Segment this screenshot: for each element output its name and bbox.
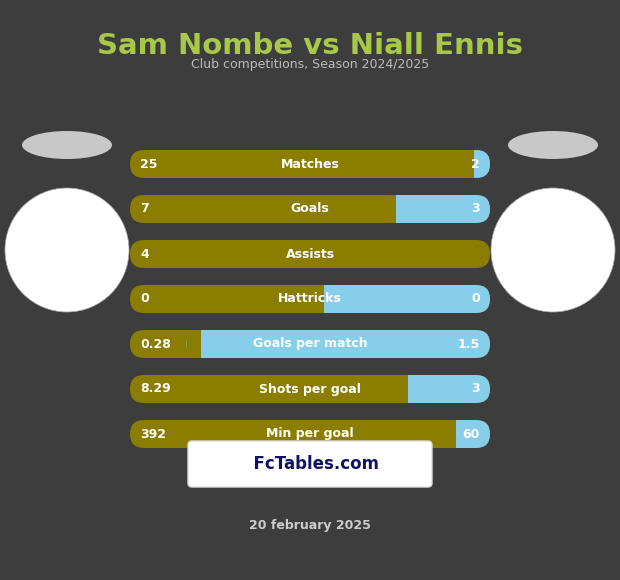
FancyBboxPatch shape <box>442 420 490 448</box>
FancyBboxPatch shape <box>130 420 490 448</box>
Circle shape <box>5 188 129 312</box>
FancyBboxPatch shape <box>463 150 490 178</box>
FancyBboxPatch shape <box>130 150 490 178</box>
Text: Assists: Assists <box>285 248 335 260</box>
FancyBboxPatch shape <box>187 330 490 358</box>
Text: 3: 3 <box>471 382 480 396</box>
Text: 8.29: 8.29 <box>140 382 170 396</box>
Text: 2: 2 <box>471 158 480 171</box>
FancyBboxPatch shape <box>130 195 490 223</box>
Text: 1.5: 1.5 <box>458 338 480 350</box>
Text: Hattricks: Hattricks <box>278 292 342 306</box>
FancyBboxPatch shape <box>394 375 490 403</box>
FancyBboxPatch shape <box>130 285 490 313</box>
Bar <box>463 150 474 178</box>
Ellipse shape <box>508 131 598 159</box>
Bar <box>310 285 324 313</box>
Bar <box>394 375 408 403</box>
Text: 0: 0 <box>471 292 480 306</box>
FancyBboxPatch shape <box>310 285 490 313</box>
Text: 392: 392 <box>140 427 166 440</box>
Text: 7: 7 <box>140 202 149 216</box>
Ellipse shape <box>22 131 112 159</box>
FancyBboxPatch shape <box>130 240 490 268</box>
Text: 0: 0 <box>140 292 149 306</box>
Text: FcTables.com: FcTables.com <box>242 455 378 473</box>
Text: 25: 25 <box>140 158 157 171</box>
Text: Min per goal: Min per goal <box>266 427 354 440</box>
Text: Goals per match: Goals per match <box>253 338 367 350</box>
Text: Sam Nombe vs Niall Ennis: Sam Nombe vs Niall Ennis <box>97 32 523 60</box>
Text: Matches: Matches <box>281 158 339 171</box>
Text: 0.28: 0.28 <box>140 338 171 350</box>
FancyBboxPatch shape <box>188 441 432 487</box>
Circle shape <box>491 188 615 312</box>
Bar <box>187 330 200 358</box>
Text: 60: 60 <box>463 427 480 440</box>
Text: Shots per goal: Shots per goal <box>259 382 361 396</box>
Text: 4: 4 <box>140 248 149 260</box>
Text: Goals: Goals <box>291 202 329 216</box>
Bar <box>382 195 396 223</box>
Text: 3: 3 <box>471 202 480 216</box>
Text: 20 february 2025: 20 february 2025 <box>249 519 371 531</box>
Text: Club competitions, Season 2024/2025: Club competitions, Season 2024/2025 <box>191 58 429 71</box>
FancyBboxPatch shape <box>130 330 490 358</box>
Bar <box>442 420 456 448</box>
FancyBboxPatch shape <box>130 375 490 403</box>
FancyBboxPatch shape <box>382 195 490 223</box>
